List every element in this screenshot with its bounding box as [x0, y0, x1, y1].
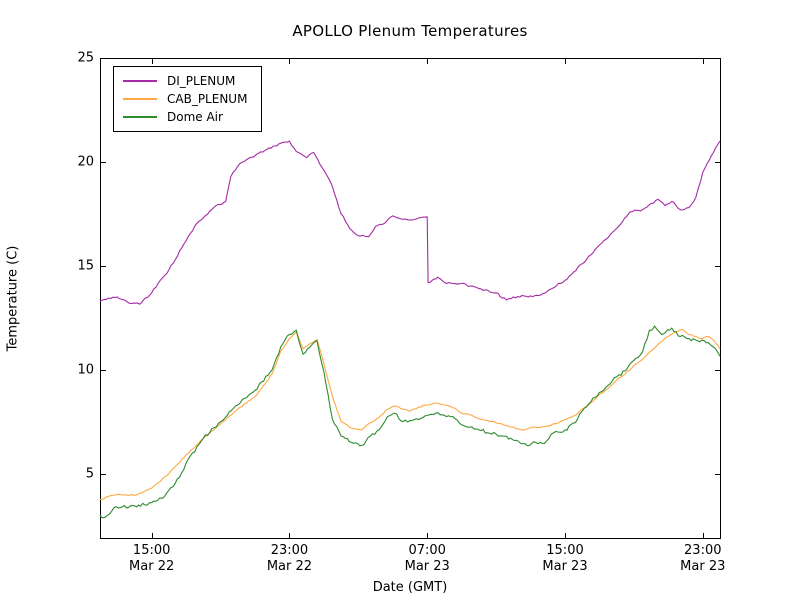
legend-line-swatch	[123, 116, 157, 118]
y-tick-label: 5	[85, 466, 94, 482]
x-tick-label: 15:00 Mar 22	[107, 543, 197, 575]
x-tick-time: 07:00	[408, 543, 446, 558]
x-tick-label: 23:00 Mar 23	[658, 543, 748, 575]
y-tick-label: 10	[77, 362, 94, 378]
y-tick-label: 20	[77, 154, 94, 170]
x-tick-time: 23:00	[684, 543, 722, 558]
x-axis-label: Date (GMT)	[372, 580, 448, 595]
x-tick-date: Mar 22	[266, 559, 313, 574]
y-tick-label: 25	[77, 50, 94, 66]
x-tick-label: 23:00 Mar 22	[244, 543, 334, 575]
x-tick-date: Mar 22	[129, 559, 175, 574]
plot-frame	[100, 58, 721, 539]
x-tick-time: 15:00	[546, 543, 584, 558]
x-tick-date: Mar 23	[680, 559, 726, 574]
x-tick-date: Mar 23	[404, 559, 450, 574]
series-line-DI_PLENUM	[99, 140, 721, 305]
y-axis-label: Temperature (C)	[5, 245, 21, 352]
chart-title: APOLLO Plenum Temperatures	[292, 22, 528, 40]
x-tick-time: 15:00	[132, 543, 171, 558]
legend-label: DI_PLENUM	[167, 74, 236, 88]
legend-line-swatch	[123, 98, 157, 100]
series-line-CAB_PLENUM	[99, 328, 721, 501]
legend-item: CAB_PLENUM	[123, 90, 247, 108]
legend-label: Dome Air	[167, 110, 223, 124]
legend-item: Dome Air	[123, 108, 247, 126]
series-line-Dome-Air	[99, 325, 721, 519]
y-tick-label: 15	[77, 258, 94, 274]
x-tick-date: Mar 23	[542, 559, 588, 574]
legend-label: CAB_PLENUM	[167, 92, 248, 106]
x-tick-time: 23:00	[270, 543, 309, 558]
legend: DI_PLENUM CAB_PLENUM Dome Air	[113, 66, 263, 132]
legend-item: DI_PLENUM	[123, 72, 247, 90]
x-tick-label: 07:00 Mar 23	[382, 543, 472, 575]
legend-line-swatch	[123, 80, 157, 82]
x-tick-label: 15:00 Mar 23	[520, 543, 610, 575]
